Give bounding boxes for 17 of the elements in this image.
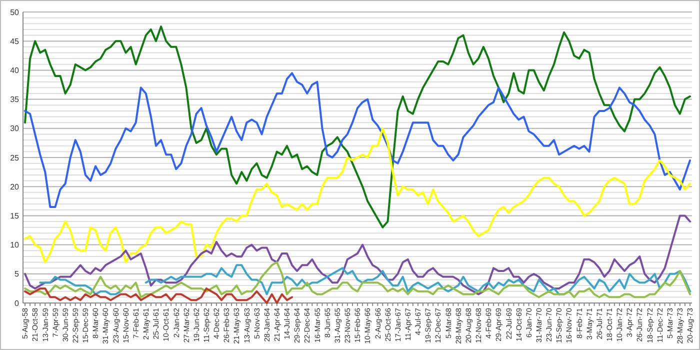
line-series [24, 72, 691, 208]
y-tick-label: 15 [10, 212, 20, 220]
y-tick-label: 10 [10, 240, 20, 250]
line-series [24, 26, 691, 228]
line-series [24, 261, 691, 298]
y-tick-label: 50 [10, 8, 20, 17]
line-series [24, 214, 691, 296]
y-tick-label: 40 [10, 66, 20, 75]
y-tick-label: 0 [14, 298, 20, 308]
line-series [24, 287, 294, 304]
y-tick-label: 20 [10, 182, 20, 192]
y-tick-label: 5 [14, 270, 20, 279]
y-tick-label: 30 [10, 124, 20, 134]
line-series [24, 127, 691, 264]
y-tick-label: 45 [10, 36, 20, 46]
y-tick-label: 35 [10, 95, 20, 104]
y-tick-label: 25 [10, 153, 20, 162]
